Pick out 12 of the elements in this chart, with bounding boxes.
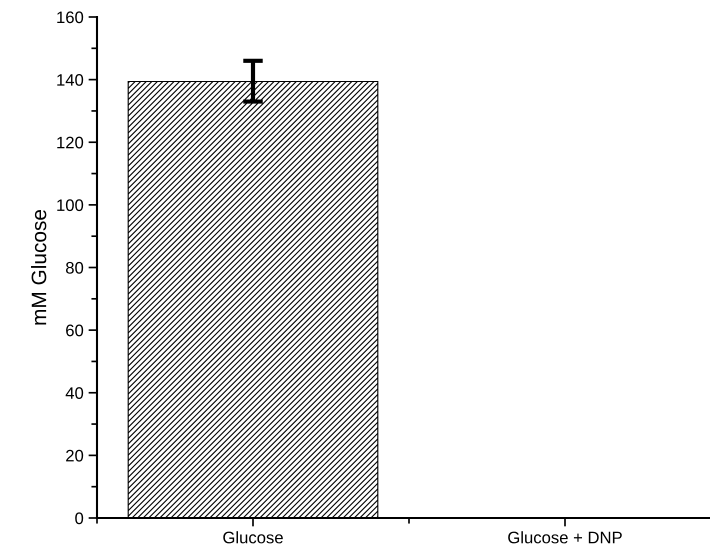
y-tick-label: 0	[75, 512, 84, 524]
x-tick-label: Glucose + DNP	[508, 531, 622, 544]
y-tick-label: 80	[66, 262, 84, 274]
y-tick-label: 60	[66, 324, 84, 336]
y-tick-label: 120	[57, 136, 84, 148]
y-tick-label: 160	[57, 11, 84, 24]
x-tick-label: Glucose	[223, 531, 283, 544]
y-axis-title: mM Glucose	[31, 210, 46, 325]
y-tick-label: 20	[66, 450, 84, 462]
y-tick-label: 140	[57, 74, 84, 86]
y-tick-label: 40	[66, 387, 84, 399]
y-tick-label: 100	[57, 199, 84, 212]
